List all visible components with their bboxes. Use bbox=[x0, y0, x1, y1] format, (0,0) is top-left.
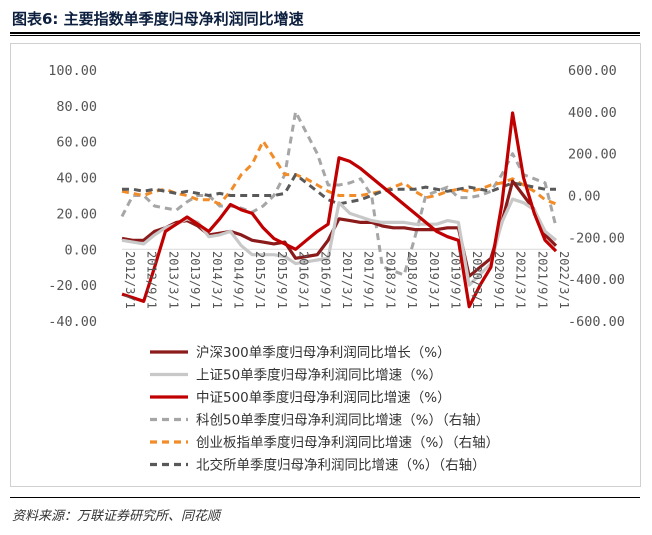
x-tick-label: 2015/9/1 bbox=[275, 251, 289, 309]
x-tick-label: 2016/3/1 bbox=[297, 251, 311, 309]
x-tick-label: 2013/3/1 bbox=[166, 251, 180, 309]
right-tick-label: 400.00 bbox=[568, 105, 617, 121]
right-tick-label: 600.00 bbox=[568, 63, 617, 79]
right-axis-ticks: 600.00 400.00 200.00 0.00 -200.00 -400.00 -600… bbox=[568, 63, 625, 330]
legend-label-5: 北交所单季度归母净利润同比增速（%）（右轴） bbox=[196, 457, 486, 474]
x-tick-label: 2021/9/1 bbox=[535, 251, 549, 309]
x-tick-label: 2021/3/1 bbox=[514, 251, 528, 309]
legend-label-0: 沪深300单季度归母净利润同比增长（%） bbox=[196, 344, 451, 361]
x-tick-label: 2013/9/1 bbox=[188, 251, 202, 309]
x-tick-label: 2018/9/1 bbox=[405, 251, 419, 309]
legend-label-4: 创业板指单季度归母净利润同比增速（%）（右轴） bbox=[196, 434, 499, 451]
left-tick-label: -40.00 bbox=[48, 314, 97, 330]
x-tick-label: 2014/9/1 bbox=[232, 251, 246, 309]
right-tick-label: 200.00 bbox=[568, 147, 617, 163]
right-tick-label: -400.00 bbox=[568, 272, 625, 288]
series-lines bbox=[120, 110, 558, 309]
right-tick-label: -200.00 bbox=[568, 230, 625, 246]
x-tick-label: 2020/9/1 bbox=[492, 251, 506, 309]
x-tick-label: 2022/3/1 bbox=[557, 251, 571, 309]
x-tick-label: 2014/3/1 bbox=[210, 251, 224, 309]
legend-label-3: 科创50单季度归母净利润同比增速（%）（右轴） bbox=[196, 412, 489, 429]
x-tick-label: 2019/3/1 bbox=[427, 251, 441, 309]
x-tick-label: 2017/3/1 bbox=[340, 251, 354, 309]
left-tick-label: 40.00 bbox=[56, 171, 97, 187]
x-tick-label: 2017/9/1 bbox=[362, 251, 376, 309]
right-tick-label: 0.00 bbox=[568, 189, 601, 205]
left-tick-label: -20.00 bbox=[48, 278, 97, 294]
x-tick-label: 2012/9/1 bbox=[145, 251, 159, 309]
x-tick-label: 2018/3/1 bbox=[383, 251, 397, 309]
series-line-5 bbox=[122, 173, 556, 206]
x-tick-label: 2019/9/1 bbox=[449, 251, 463, 309]
series-line-3 bbox=[120, 110, 558, 277]
left-tick-label: 0.00 bbox=[64, 242, 97, 258]
figure-title: 图表6: 主要指数单季度归母净利润同比增速 bbox=[12, 10, 304, 28]
left-tick-label: 100.00 bbox=[48, 63, 97, 79]
x-tick-label: 2016/9/1 bbox=[318, 251, 332, 309]
x-tick-label: 2020/3/1 bbox=[470, 251, 484, 309]
figure-header: 图表6: 主要指数单季度归母净利润同比增速 bbox=[10, 2, 640, 32]
left-tick-label: 60.00 bbox=[56, 135, 97, 151]
header-rule-thin bbox=[10, 35, 640, 36]
legend: 沪深300单季度归母净利润同比增长（%） 上证50单季度归母净利润同比增速（%） 中… bbox=[150, 344, 499, 474]
series-line-2 bbox=[121, 111, 558, 309]
x-tick-label: 2012/3/1 bbox=[123, 251, 137, 309]
series-line-4 bbox=[121, 139, 557, 206]
left-tick-label: 20.00 bbox=[56, 206, 97, 222]
legend-label-1: 上证50单季度归母净利润同比增速（%） bbox=[196, 367, 442, 384]
x-axis-ticks: 2012/3/1 2012/9/1 2013/3/1 2013/9/1 2014/3/1… bbox=[123, 251, 571, 309]
right-tick-label: -600.00 bbox=[568, 314, 625, 330]
header-rule-thick bbox=[10, 32, 640, 34]
legend-label-2: 中证500单季度归母净利润同比增速（%） bbox=[196, 389, 451, 406]
x-tick-label: 2015/3/1 bbox=[253, 251, 267, 309]
left-axis-ticks: 100.00 80.00 60.00 40.00 20.00 0.00 -20.00 -40.… bbox=[48, 63, 97, 330]
series-line-1 bbox=[121, 197, 558, 287]
left-tick-label: 80.00 bbox=[56, 99, 97, 115]
source-note: 资料来源：万联证券研究所、同花顺 bbox=[12, 509, 221, 524]
chart-frame bbox=[10, 43, 641, 487]
series-line-0 bbox=[121, 179, 558, 278]
footer-rule bbox=[10, 497, 640, 498]
